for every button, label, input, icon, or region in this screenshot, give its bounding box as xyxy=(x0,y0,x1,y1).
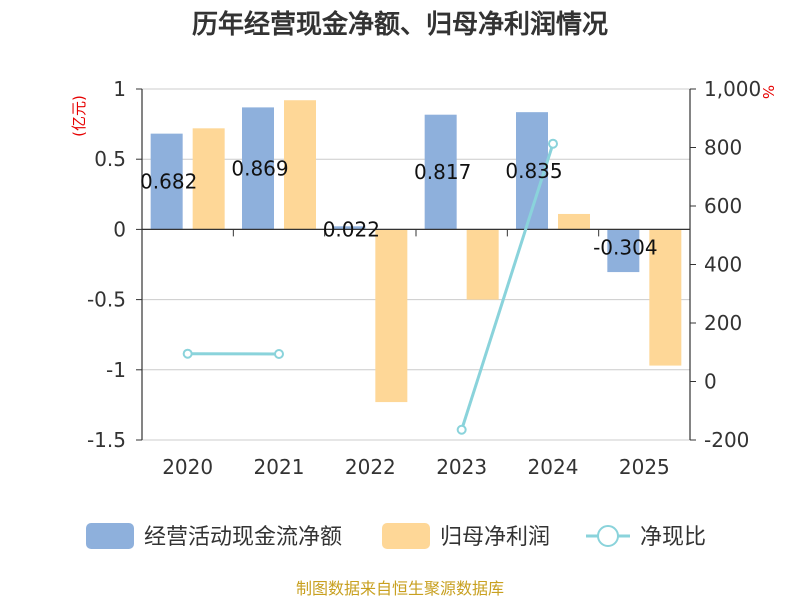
data-labels: 0.682 0.869 0.022 0.817 0.835 -0.304 xyxy=(140,156,658,259)
right-tick-label: 1,000 xyxy=(704,77,761,101)
ratio-line-segment xyxy=(460,143,555,431)
left-tick-label: -1.5 xyxy=(87,428,126,452)
cashflow-value-label: 0.817 xyxy=(414,160,471,184)
footer-source: 制图数据来自恒生聚源数据库 xyxy=(296,579,504,598)
right-tick-label: -200 xyxy=(704,428,749,452)
x-tick-label: 2020 xyxy=(162,455,213,479)
netprofit-bar xyxy=(558,213,590,230)
x-tick-label: 2021 xyxy=(254,455,305,479)
left-tick-label: 0 xyxy=(113,217,126,241)
legend-label-netprofit: 归母净利润 xyxy=(440,525,550,550)
right-axis-unit: % xyxy=(759,85,777,99)
ratio-point xyxy=(182,348,193,359)
cashflow-value-label: 0.022 xyxy=(323,217,380,241)
ratio-point xyxy=(456,424,467,435)
chart-title: 历年经营现金净额、归母净利润情况 xyxy=(192,9,608,40)
left-tick-label: -0.5 xyxy=(87,288,126,312)
x-tick-label: 2024 xyxy=(528,455,579,479)
ratio-point xyxy=(548,138,558,149)
cashflow-bar xyxy=(150,133,183,230)
legend-label-ratio: 净现比 xyxy=(640,525,706,550)
netprofit-bar xyxy=(466,229,499,300)
legend: 经营活动现金流净额 归母净利润 净现比 xyxy=(86,523,706,550)
legend-label-cashflow: 经营活动现金流净额 xyxy=(144,525,342,550)
cashflow-bar xyxy=(333,226,366,230)
left-axis-unit: (亿元) xyxy=(70,95,88,137)
x-tick-label: 2025 xyxy=(619,455,670,479)
legend-swatch-netprofit xyxy=(382,523,430,549)
cashflow-bar xyxy=(242,107,274,230)
cashflow-bar xyxy=(607,229,640,273)
bars xyxy=(150,100,682,403)
axes: 1 0.5 0 -0.5 -1 -1.5 1,000 800 600 400 200 0 -200 202… xyxy=(87,77,761,479)
cashflow-value-label: 0.682 xyxy=(140,170,197,194)
ratio-line xyxy=(182,138,558,435)
left-tick-label: 0.5 xyxy=(94,147,126,171)
netprofit-bar xyxy=(192,128,225,230)
right-tick-label: 0 xyxy=(704,370,717,394)
ratio-point xyxy=(274,349,284,360)
cashflow-bar xyxy=(424,114,457,230)
x-tick-label: 2023 xyxy=(436,455,487,479)
netprofit-bar xyxy=(375,229,408,403)
netprofit-bar xyxy=(284,100,316,230)
cashflow-value-label: 0.869 xyxy=(231,156,288,180)
left-tick-label: -1 xyxy=(106,358,126,382)
cashflow-value-label: 0.835 xyxy=(505,159,562,183)
x-tick-label: 2022 xyxy=(345,455,396,479)
netprofit-bar xyxy=(649,229,682,366)
legend-swatch-cashflow xyxy=(86,523,134,549)
right-tick-label: 800 xyxy=(704,136,742,160)
left-tick-label: 1 xyxy=(113,77,126,101)
cashflow-value-label: -0.304 xyxy=(593,235,657,259)
right-tick-label: 600 xyxy=(704,194,742,218)
right-tick-label: 200 xyxy=(704,311,742,335)
right-tick-label: 400 xyxy=(704,253,742,277)
legend-marker-ratio xyxy=(597,525,619,547)
